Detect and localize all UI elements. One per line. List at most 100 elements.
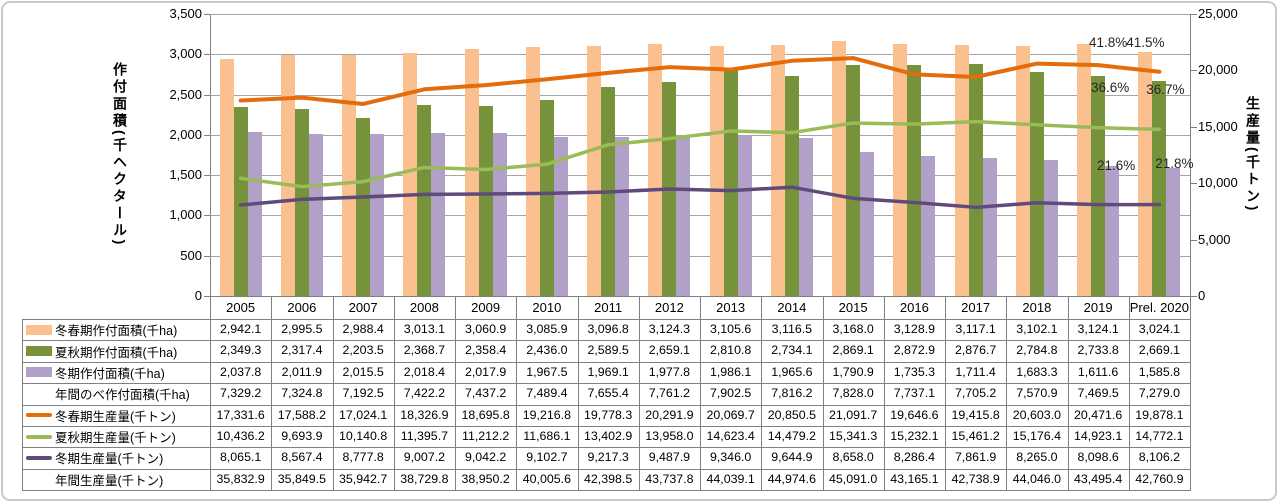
- table-cell: 13,402.9: [584, 428, 633, 443]
- bar-segment: [403, 53, 418, 296]
- table-cell: 35,849.5: [277, 471, 326, 486]
- table-cell: 35,942.7: [339, 471, 388, 486]
- year-cell-border: [1128, 296, 1130, 319]
- table-cell: 2,589.5: [587, 343, 629, 358]
- table-row-label-text: 冬春期生産量(千トン): [55, 409, 176, 424]
- table-cell: 15,176.4: [1012, 428, 1061, 443]
- table-row-label-text: 年間生産量(千トン): [55, 473, 164, 488]
- year-cell-border: [332, 296, 334, 319]
- table-cell: 7,192.5: [342, 386, 384, 401]
- left-axis-tickmark: [204, 296, 210, 297]
- table-cell: 7,329.2: [219, 386, 262, 401]
- table-cell: 2,317.4: [281, 343, 323, 358]
- table-cell: 11,395.7: [400, 428, 449, 443]
- table-cell: 19,878.1: [1135, 407, 1184, 422]
- right-axis-tickmark: [1190, 14, 1197, 15]
- table-col-border: [638, 319, 640, 490]
- bar-segment: [342, 55, 357, 296]
- left-axis-title: 作付面積(千ヘクタール): [112, 62, 128, 248]
- table-cell: 2,015.5: [342, 364, 384, 379]
- table-cell: 35,832.9: [216, 471, 265, 486]
- year-label: Prel. 2020: [1129, 300, 1189, 315]
- table-cell: 2,349.3: [219, 343, 262, 358]
- bar-segment: [982, 158, 997, 296]
- year-label: 2006: [287, 300, 317, 315]
- table-cell: 42,738.9: [951, 471, 1000, 486]
- year-cell-border: [455, 296, 456, 319]
- table-cell: 7,816.2: [771, 386, 813, 401]
- table-cell: 2,011.9: [281, 364, 323, 379]
- table-cell: 13,958.0: [645, 428, 694, 443]
- table-cell: 1,986.1: [709, 364, 752, 379]
- legend-bar-swatch: [26, 324, 52, 335]
- bar-segment: [417, 105, 432, 296]
- table-cell: 3,124.1: [1077, 322, 1119, 336]
- bar-segment: [431, 133, 446, 296]
- table-cell: 2,018.4: [403, 364, 446, 379]
- bar-segment: [1077, 44, 1092, 296]
- right-axis-tickmark: [1190, 183, 1197, 185]
- gridline: [210, 14, 1190, 15]
- table-cell: 45,091.0: [829, 471, 878, 486]
- table-col-border: [1067, 319, 1069, 490]
- table-cell: 17,588.2: [277, 407, 326, 422]
- table-cell: 20,471.6: [1074, 407, 1123, 422]
- right-axis-title: 生産量(千トン): [1245, 96, 1261, 214]
- left-axis-tickmark: [204, 175, 210, 177]
- table-cell: 7,279.0: [1138, 386, 1181, 401]
- bar-segment: [233, 106, 248, 296]
- year-label: 2011: [594, 300, 623, 315]
- bar-segment: [356, 118, 371, 296]
- table-cell: 8,098.6: [1077, 450, 1119, 465]
- table-cell: 15,232.1: [890, 428, 939, 443]
- table-col-border: [332, 319, 334, 490]
- table-cell: 2,872.9: [893, 343, 936, 358]
- table-col-border: [577, 319, 579, 490]
- table-cell: 7,761.2: [648, 386, 691, 401]
- year-cell-border: [577, 296, 579, 319]
- table-cell: 7,324.8: [281, 386, 323, 401]
- line-series: [238, 56, 1162, 106]
- annotation-label: 41.5%: [1126, 35, 1165, 51]
- right-axis-tick-label: 20,000: [1198, 62, 1238, 78]
- table-cell: 14,772.1: [1135, 428, 1184, 443]
- right-axis-tick-label: 25,000: [1198, 6, 1238, 21]
- line-series-layer: [238, 56, 1162, 210]
- table-cell: 2,368.7: [403, 343, 446, 358]
- left-axis-tickmark: [204, 255, 210, 257]
- bar-segment: [539, 99, 554, 296]
- table-cell: 14,479.2: [767, 428, 816, 443]
- table-row-label: 冬春期生産量(千トン): [23, 405, 209, 426]
- right-axis-line: [1190, 14, 1191, 297]
- table-cell: 44,046.0: [1012, 471, 1061, 486]
- gridline: [210, 215, 1190, 217]
- table-cell: 9,217.3: [587, 450, 629, 465]
- table-row-label-text: 夏秋期生産量(千トン): [55, 431, 176, 446]
- year-cell-border: [1190, 296, 1191, 319]
- table-cell: 10,436.2: [216, 428, 265, 443]
- left-axis-tick-label: 3,500: [169, 6, 202, 21]
- table-row-label: 年間のべ作付面積(千ha): [23, 383, 209, 404]
- gridline: [210, 175, 1190, 177]
- table-cell: 7,570.9: [1016, 386, 1058, 401]
- table-row-border: [22, 361, 1191, 363]
- table-cell: 3,096.8: [587, 322, 629, 336]
- table-cell: 2,869.1: [832, 343, 874, 358]
- legend-swatch-spacer: [26, 479, 52, 480]
- line-series: [238, 185, 1162, 210]
- table-cell: 20,069.7: [706, 407, 755, 422]
- table-cell: 3,085.9: [526, 322, 568, 336]
- table-cell: 2,876.7: [954, 343, 997, 358]
- bar-segment: [1029, 71, 1044, 296]
- table-cell: 14,923.1: [1074, 428, 1123, 443]
- table-cell: 8,286.4: [893, 450, 936, 465]
- table-row-label: 冬期生産量(千トン): [23, 447, 209, 468]
- table-row-label-text: 冬春期作付面積(千ha): [55, 324, 178, 339]
- table-cell: 10,140.8: [339, 428, 388, 443]
- table-cell: 7,437.2: [464, 386, 507, 401]
- table-cell: 18,326.9: [400, 407, 449, 422]
- bar-segment: [723, 69, 738, 296]
- table-cell: 1,683.3: [1016, 364, 1058, 379]
- legend-line-swatch: [26, 434, 52, 439]
